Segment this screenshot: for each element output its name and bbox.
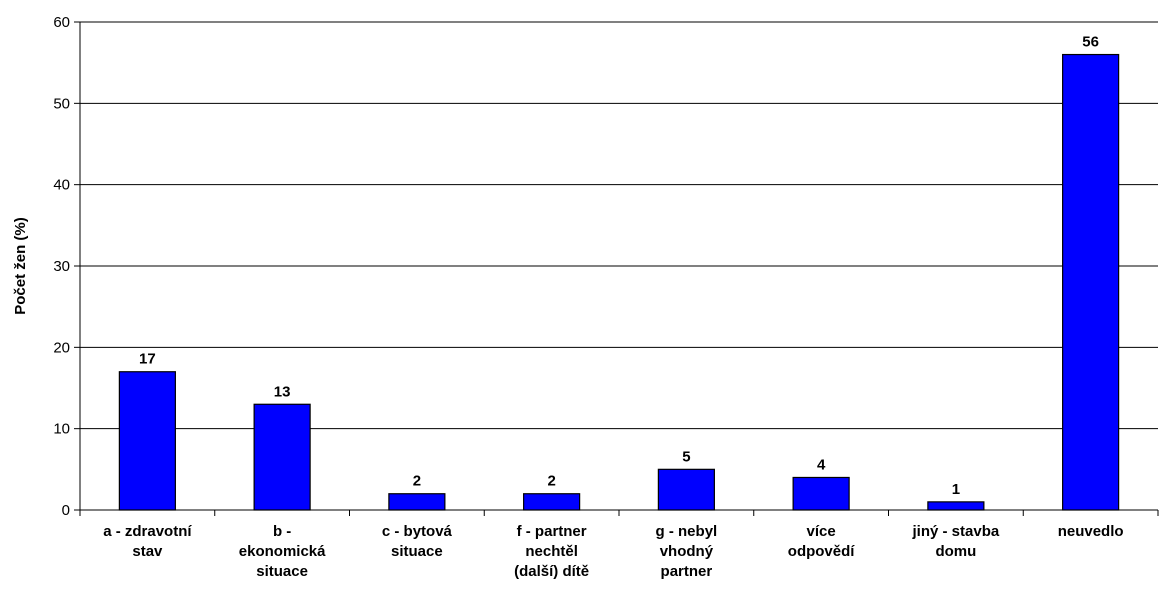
- y-tick-label: 0: [62, 502, 70, 519]
- category-label: více odpovědí: [788, 523, 855, 560]
- y-tick-label: 40: [53, 177, 70, 194]
- category-label: a - zdravotní stav: [103, 523, 192, 560]
- bar: [388, 493, 446, 511]
- y-tick-label: 60: [53, 14, 70, 31]
- y-tick-label: 30: [53, 258, 70, 275]
- data-label: 56: [1082, 34, 1099, 51]
- axes: [74, 21, 1159, 516]
- category-label: c - bytová situace: [382, 523, 453, 560]
- data-label: 2: [413, 473, 421, 490]
- bar: [657, 468, 715, 511]
- bars: [118, 53, 1120, 511]
- data-label: 13: [274, 383, 291, 400]
- data-label: 1: [952, 481, 960, 498]
- category-label: neuvedlo: [1058, 523, 1124, 540]
- bar: [792, 476, 850, 511]
- bar: [1062, 53, 1120, 511]
- y-tick-labels: 0 10 20 30 40 50 60: [53, 14, 70, 519]
- gridlines: [80, 21, 1158, 430]
- bar: [253, 403, 311, 511]
- bar: [523, 493, 581, 511]
- category-label: f - partner nechtěl (další) dítě: [514, 523, 589, 580]
- y-tick-label: 10: [53, 421, 70, 438]
- y-axis-title: Počet žen (%): [12, 217, 29, 315]
- category-label: jiný - stavba domu: [912, 523, 1000, 560]
- category-label: g - nebyl vhodný partner: [656, 523, 718, 580]
- data-label: 4: [817, 456, 826, 473]
- data-label: 5: [682, 448, 690, 465]
- bar: [927, 501, 985, 511]
- category-labels: a - zdravotní stav b -ekonomická situace c -…: [103, 523, 1123, 580]
- y-tick-label: 50: [53, 95, 70, 112]
- bar: [118, 371, 176, 511]
- data-labels: 17 13 2 2 5 4 1 56: [139, 34, 1099, 498]
- data-label: 17: [139, 351, 156, 368]
- data-label: 2: [547, 473, 555, 490]
- category-label: b -ekonomická situace: [239, 523, 326, 580]
- y-tick-label: 20: [53, 339, 70, 356]
